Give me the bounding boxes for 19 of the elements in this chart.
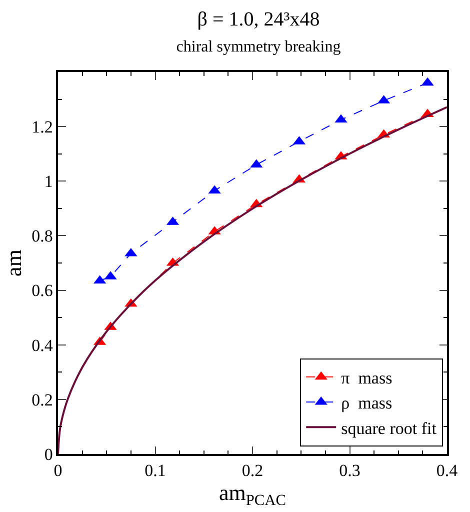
chart-subtitle: chiral symmetry breaking (176, 38, 341, 56)
x-tick-label: 0.2 (242, 461, 264, 480)
x-tick-label: 0.1 (144, 461, 166, 480)
y-tick-label: 0 (44, 444, 53, 464)
chart-title: β = 1.0, 24³x48 (197, 8, 320, 31)
legend-label: ρ mass (341, 394, 392, 413)
y-tick-label: 0.2 (32, 390, 53, 410)
x-tick-label: 0.3 (339, 461, 360, 480)
y-tick-label: 0.8 (32, 226, 53, 246)
legend-label: π mass (341, 368, 392, 388)
y-tick-label: 1.2 (32, 118, 53, 137)
y-tick-label: 1 (44, 172, 53, 192)
line-series (58, 106, 447, 454)
x-tick-label: 0.4 (436, 461, 458, 480)
y-tick-label: 0.6 (32, 281, 53, 300)
y-tick-label: 0.4 (32, 336, 54, 355)
y-axis-title: am (0, 250, 26, 276)
x-axis-title: am$_{PCAC}$ (218, 480, 286, 509)
legend-label: square root fit (341, 418, 437, 438)
